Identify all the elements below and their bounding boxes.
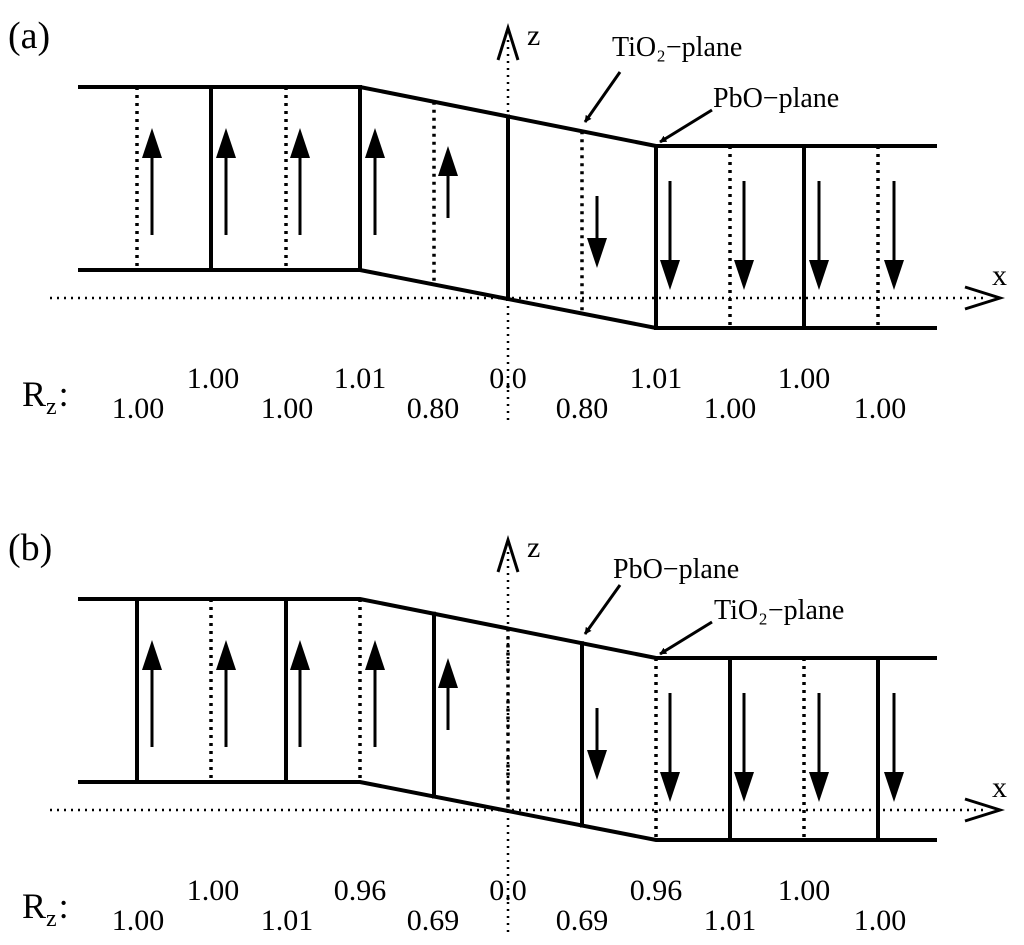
annotation-upper-pointer-b <box>583 584 622 635</box>
rz-value-b-0: 1.00 <box>112 904 165 937</box>
rz-value-b-2: 1.01 <box>261 904 314 937</box>
rz-r-b: R <box>22 886 46 926</box>
rz-colon-a: : <box>59 374 69 414</box>
rz-value-b-6: 0.69 <box>556 904 609 937</box>
polarization-arrow-up-a-4 <box>438 146 458 218</box>
rz-r-a: R <box>22 374 46 414</box>
rz-value-a-6: 0.80 <box>556 392 609 425</box>
polarization-arrow-down-a-6 <box>660 181 680 290</box>
rz-value-a-4: 0.80 <box>407 392 460 425</box>
polarization-arrow-down-b-9 <box>884 693 904 802</box>
panel-b: (b) z x PbO−plane TiO₂−plane Rz: 1.001.0… <box>8 527 1007 937</box>
x-axis-arrowhead-b <box>964 797 1006 823</box>
polarization-arrow-down-b-8 <box>809 693 829 802</box>
rz-value-a-7: 1.01 <box>630 362 683 395</box>
polarization-arrow-up-a-2 <box>290 128 310 235</box>
z-axis-label-a: z <box>527 19 540 52</box>
rz-colon-b: : <box>59 886 69 926</box>
rz-value-a-0: 1.00 <box>112 392 165 425</box>
rz-subscript-b: z <box>46 906 57 932</box>
polarization-arrow-down-a-5 <box>587 196 607 268</box>
rz-value-b-10: 1.00 <box>854 904 907 937</box>
atomic-planes-b <box>135 597 880 842</box>
x-axis-arrowhead-a <box>964 285 1006 311</box>
rz-label-a: Rz: <box>22 374 69 420</box>
polarization-arrow-down-a-7 <box>734 181 754 290</box>
panel-a-label: (a) <box>8 15 50 57</box>
annotation-upper-a: TiO₂−plane <box>612 32 742 63</box>
polarization-arrow-up-b-4 <box>438 658 458 730</box>
z-axis-arrowhead-b <box>496 534 520 573</box>
rz-value-a-10: 1.00 <box>854 392 907 425</box>
polarization-arrow-down-b-7 <box>734 693 754 802</box>
annotation-lower-b: TiO₂−plane <box>714 595 844 626</box>
polarization-arrow-down-a-8 <box>809 181 829 290</box>
rz-value-a-9: 1.00 <box>778 362 831 395</box>
polarization-arrow-down-b-5 <box>587 708 607 780</box>
annotation-lower-a: PbO−plane <box>713 83 839 114</box>
rz-values-a: 1.00 1.00 1.00 1.01 0.80 0.0 0.80 1.01 1.00 1.00 1… <box>112 362 907 425</box>
atomic-planes-a <box>135 85 880 330</box>
rz-value-b-1: 1.00 <box>187 874 240 907</box>
annotation-upper-text-a: TiO₂−plane <box>612 32 742 63</box>
rz-value-a-1: 1.00 <box>187 362 240 395</box>
rz-values-b: 1.00 1.00 1.01 0.96 0.69 0.0 0.69 0.96 1.01 1.00 1… <box>112 874 907 937</box>
z-axis-arrowhead-a <box>496 22 520 61</box>
polarization-arrow-up-a-0 <box>142 128 162 235</box>
rz-value-b-7: 0.96 <box>630 874 683 907</box>
annotation-lower-pointer-b <box>659 620 713 656</box>
x-axis-label-a: x <box>992 259 1007 292</box>
polarization-arrows-b <box>142 640 904 802</box>
rz-subscript-a: z <box>46 394 57 420</box>
rz-value-a-5: 0.0 <box>489 362 527 395</box>
rz-label-b: Rz: <box>22 886 69 932</box>
rz-value-b-9: 1.00 <box>778 874 831 907</box>
z-axis-label-b: z <box>527 531 540 564</box>
rz-value-a-8: 1.00 <box>704 392 757 425</box>
rz-value-b-4: 0.69 <box>407 904 460 937</box>
polarization-arrow-down-a-9 <box>884 181 904 290</box>
rz-value-a-3: 1.01 <box>334 362 387 395</box>
rz-value-b-3: 0.96 <box>334 874 387 907</box>
annotation-upper-b: PbO−plane <box>613 554 739 585</box>
x-axis-label-b: x <box>992 771 1007 804</box>
polarization-arrow-up-a-3 <box>365 128 385 235</box>
polarization-arrow-up-b-1 <box>216 640 236 747</box>
panel-b-label: (b) <box>8 527 52 569</box>
polarization-arrow-up-b-2 <box>290 640 310 747</box>
polarization-arrow-up-a-1 <box>216 128 236 235</box>
annotation-lower-text-b: TiO₂−plane <box>714 595 844 626</box>
polarization-arrow-down-b-6 <box>660 693 680 802</box>
polarization-arrow-up-b-0 <box>142 640 162 747</box>
polarization-arrows-a <box>142 128 904 290</box>
annotation-upper-pointer-a <box>583 71 622 123</box>
panel-a: (a) z x TiO₂−plane PbO−plane Rz: 1.001.0… <box>8 15 1007 425</box>
rz-value-b-8: 1.01 <box>704 904 757 937</box>
polarization-arrow-up-b-3 <box>365 640 385 747</box>
annotation-lower-pointer-a <box>659 108 713 144</box>
rz-value-b-5: 0.0 <box>489 874 527 907</box>
lower-boundary-b <box>78 780 937 842</box>
rz-value-a-2: 1.00 <box>261 392 314 425</box>
